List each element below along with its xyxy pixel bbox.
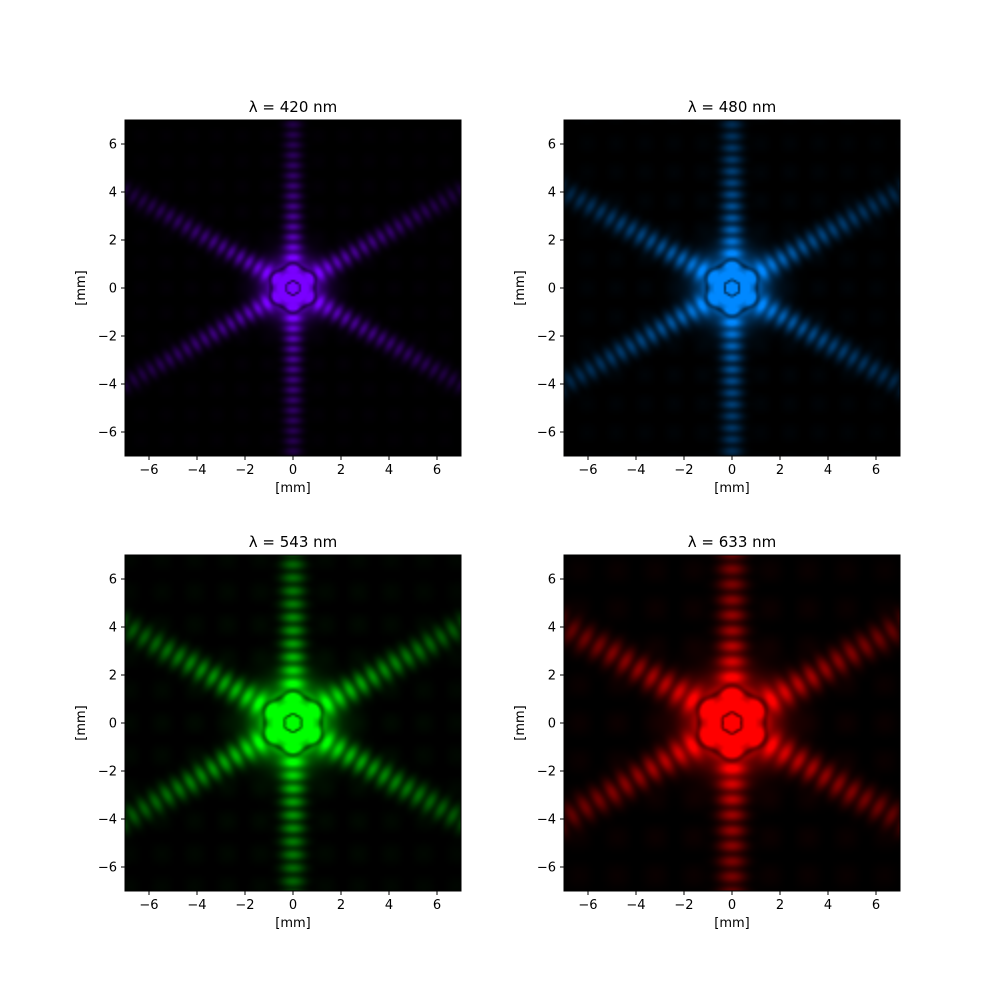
x-tick-label: 4: [385, 463, 393, 478]
y-tick-label: 6: [548, 573, 556, 588]
y-tick-label: 4: [109, 186, 117, 201]
y-tick-label: −2: [98, 765, 117, 780]
y-axis-label: [mm]: [513, 705, 528, 740]
y-tick-label: −4: [98, 378, 117, 393]
x-tick-label: −2: [235, 898, 254, 913]
x-tick-label: 4: [385, 898, 393, 913]
panel-1: −6 −4 −2 0 2 4 6 −6 −4 −2 0 2 4 6 λ = 420 nm [mm] [mm]: [74, 98, 462, 496]
y-tick-label: 2: [109, 234, 117, 249]
heatmap-image: [564, 555, 900, 891]
y-tick-label: 2: [548, 234, 556, 249]
y-tick-label: 2: [109, 669, 117, 684]
x-tick-label: 2: [776, 463, 784, 478]
x-tick-label: 2: [776, 898, 784, 913]
x-tick-label: 4: [824, 463, 832, 478]
x-tick-label: 2: [337, 898, 345, 913]
panel-4: −6 −4 −2 0 2 4 6 −6 −4 −2 0 2 4 6 λ = 633 nm [mm] [mm]: [513, 533, 901, 931]
chart-title: λ = 633 nm: [688, 533, 777, 551]
x-axis-label: [mm]: [714, 481, 749, 496]
y-tick-label: −2: [537, 330, 556, 345]
x-tick-label: 0: [289, 898, 297, 913]
y-axis-label: [mm]: [513, 270, 528, 305]
x-tick-label: −4: [626, 463, 645, 478]
x-tick-label: −4: [187, 898, 206, 913]
y-tick-label: 6: [109, 573, 117, 588]
chart-title: λ = 543 nm: [249, 533, 338, 551]
y-tick-label: 0: [548, 717, 556, 732]
x-tick-label: 6: [433, 463, 441, 478]
heatmap-image: [564, 120, 900, 456]
y-tick-label: −6: [537, 861, 556, 876]
y-tick-label: −2: [537, 765, 556, 780]
y-tick-label: −6: [537, 426, 556, 441]
x-tick-label: −6: [139, 463, 158, 478]
x-tick-label: −2: [674, 898, 693, 913]
chart-title: λ = 480 nm: [688, 98, 777, 116]
y-tick-label: 0: [548, 282, 556, 297]
y-tick-label: 6: [109, 138, 117, 153]
x-axis-label: [mm]: [275, 916, 310, 931]
y-tick-label: −4: [537, 378, 556, 393]
x-tick-label: −2: [235, 463, 254, 478]
y-tick-label: 4: [109, 621, 117, 636]
x-tick-label: −4: [187, 463, 206, 478]
y-tick-label: 4: [548, 186, 556, 201]
x-tick-label: 2: [337, 463, 345, 478]
y-tick-label: −6: [98, 861, 117, 876]
x-tick-label: 0: [728, 463, 736, 478]
heatmap-image: [125, 555, 461, 891]
x-tick-label: 6: [872, 898, 880, 913]
heatmap-image: [125, 120, 461, 456]
y-tick-label: −4: [98, 813, 117, 828]
x-tick-label: 4: [824, 898, 832, 913]
y-tick-label: 6: [548, 138, 556, 153]
x-tick-label: −2: [674, 463, 693, 478]
x-tick-label: −6: [578, 898, 597, 913]
x-tick-label: 0: [728, 898, 736, 913]
chart-title: λ = 420 nm: [249, 98, 338, 116]
x-tick-label: 6: [433, 898, 441, 913]
panel-2: −6 −4 −2 0 2 4 6 −6 −4 −2 0 2 4 6 λ = 480 nm [mm] [mm]: [513, 98, 901, 496]
y-axis-label: [mm]: [74, 705, 89, 740]
x-tick-label: −6: [139, 898, 158, 913]
y-tick-label: −2: [98, 330, 117, 345]
x-axis-label: [mm]: [714, 916, 749, 931]
y-tick-label: −4: [537, 813, 556, 828]
y-axis-label: [mm]: [74, 270, 89, 305]
panel-3: −6 −4 −2 0 2 4 6 −6 −4 −2 0 2 4 6 λ = 543 nm [mm] [mm]: [74, 533, 462, 931]
x-tick-label: −6: [578, 463, 597, 478]
x-tick-label: 0: [289, 463, 297, 478]
y-tick-label: 0: [109, 717, 117, 732]
y-tick-label: −6: [98, 426, 117, 441]
x-tick-label: 6: [872, 463, 880, 478]
x-tick-label: −4: [626, 898, 645, 913]
x-axis-label: [mm]: [275, 481, 310, 496]
y-tick-label: 4: [548, 621, 556, 636]
y-tick-label: 0: [109, 282, 117, 297]
y-tick-label: 2: [548, 669, 556, 684]
